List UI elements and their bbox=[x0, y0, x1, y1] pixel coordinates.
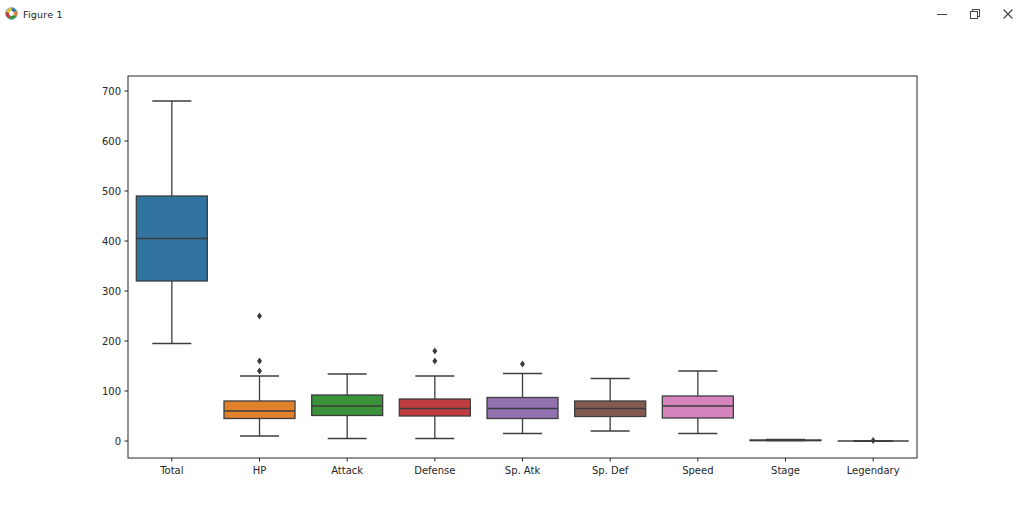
iqr-box bbox=[399, 399, 470, 416]
boxplot-chart: 0 100 200 300 400 500 600 700 Total HP Attack Defen… bbox=[0, 28, 1024, 512]
iqr-box bbox=[224, 401, 295, 419]
x-axis: Total HP Attack Defense Sp. Atk Sp. Def Speed S… bbox=[159, 458, 900, 476]
outlier-marker bbox=[257, 313, 262, 320]
y-tick-label: 300 bbox=[102, 286, 121, 297]
iqr-box bbox=[662, 396, 733, 418]
iqr-box bbox=[312, 395, 383, 416]
x-tick-label-legendary: Legendary bbox=[847, 465, 900, 476]
outlier-marker bbox=[257, 358, 262, 365]
box-group-sp-atk bbox=[487, 361, 558, 434]
box-group-stage bbox=[750, 440, 821, 441]
box-group-legendary bbox=[838, 437, 909, 444]
y-tick-label: 200 bbox=[102, 336, 121, 347]
x-tick-label-speed: Speed bbox=[682, 465, 713, 476]
y-tick-label: 600 bbox=[102, 136, 121, 147]
x-tick-label-attack: Attack bbox=[331, 465, 363, 476]
figure-canvas: 0 100 200 300 400 500 600 700 Total HP Attack Defen… bbox=[0, 28, 1024, 512]
x-tick-label-hp: HP bbox=[253, 465, 267, 476]
window-controls bbox=[925, 0, 1024, 28]
close-button[interactable] bbox=[991, 0, 1024, 28]
minimize-icon bbox=[937, 9, 947, 19]
close-icon bbox=[1003, 9, 1013, 19]
figure-window: Figure 1 010020030040050060 bbox=[0, 0, 1024, 512]
y-axis: 0 100 200 300 400 500 600 700 bbox=[102, 86, 128, 447]
outlier-marker bbox=[871, 437, 876, 444]
outlier-marker bbox=[432, 358, 437, 365]
restore-icon bbox=[970, 9, 980, 19]
x-tick-label-sp-atk: Sp. Atk bbox=[505, 465, 541, 476]
restore-button[interactable] bbox=[958, 0, 991, 28]
window-title: Figure 1 bbox=[23, 9, 63, 20]
outlier-marker bbox=[520, 361, 525, 368]
y-tick-label: 0 bbox=[115, 436, 121, 447]
box-group-total bbox=[136, 101, 207, 344]
titlebar[interactable]: Figure 1 bbox=[0, 0, 1024, 28]
outlier-marker bbox=[432, 348, 437, 355]
x-tick-label-stage: Stage bbox=[771, 465, 800, 476]
box-group-attack bbox=[312, 374, 383, 439]
matplotlib-icon bbox=[5, 7, 18, 20]
x-tick-label-defense: Defense bbox=[414, 465, 455, 476]
y-tick-label: 500 bbox=[102, 186, 121, 197]
box-group-speed bbox=[662, 371, 733, 434]
x-tick-label-total: Total bbox=[159, 465, 183, 476]
minimize-button[interactable] bbox=[925, 0, 958, 28]
outlier-marker bbox=[257, 368, 262, 375]
box-group-sp-def bbox=[575, 379, 646, 432]
y-tick-label: 700 bbox=[102, 86, 121, 97]
y-tick-label: 100 bbox=[102, 386, 121, 397]
box-group-defense bbox=[399, 348, 470, 439]
box-group-hp bbox=[224, 313, 295, 436]
x-tick-label-sp-def: Sp. Def bbox=[592, 465, 629, 476]
y-tick-label: 400 bbox=[102, 236, 121, 247]
